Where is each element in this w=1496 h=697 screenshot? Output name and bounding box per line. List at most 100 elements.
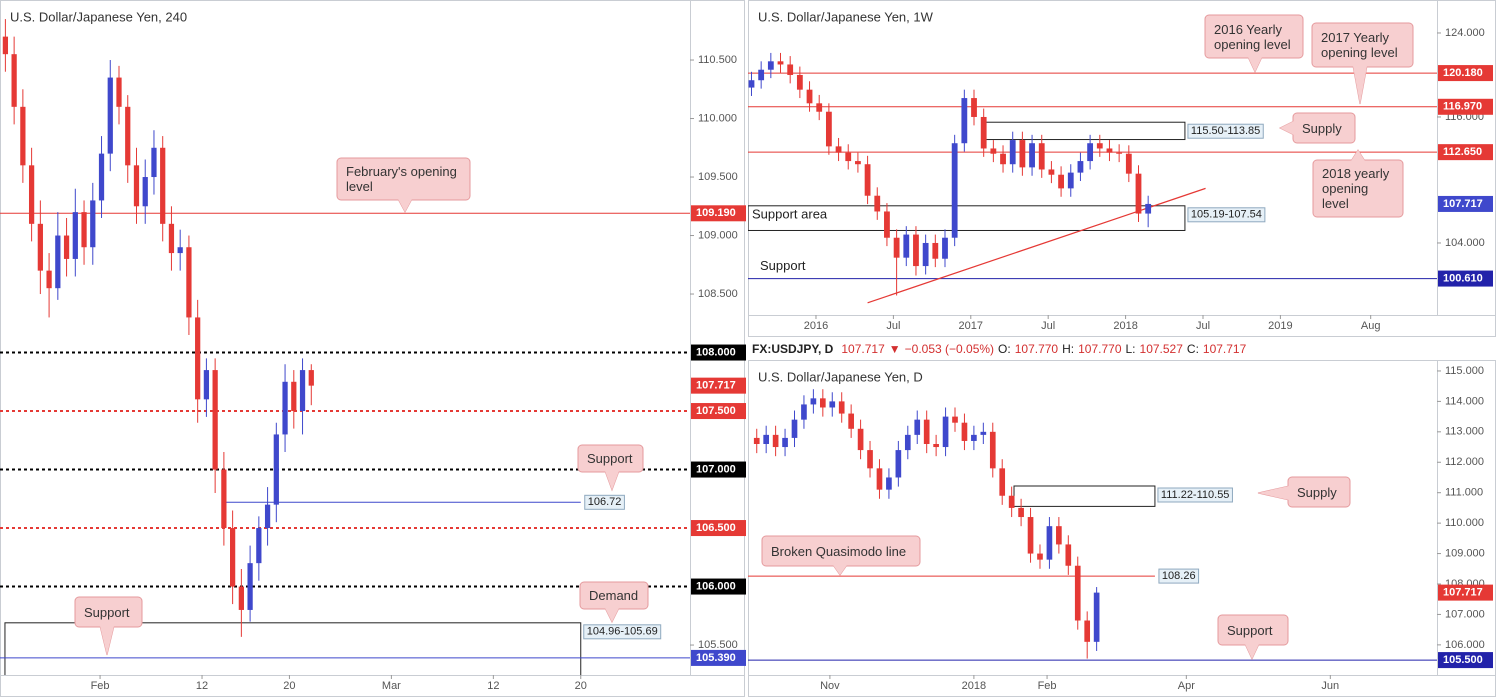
candle-body (961, 422, 968, 441)
candle-body (125, 106, 131, 166)
candle-body (1056, 526, 1062, 545)
candle-body (1077, 161, 1084, 173)
x-tick-label: Feb (1038, 680, 1057, 692)
chart-title: U.S. Dollar/Japanese Yen, 240 (10, 9, 187, 24)
y-tick-label: 108.500 (698, 288, 738, 300)
zone-label-box (583, 624, 662, 640)
price-badge (1438, 270, 1493, 287)
plot-area (0, 19, 690, 675)
price-badge (1438, 65, 1493, 82)
candle-body (806, 89, 813, 104)
candle-body (753, 437, 760, 444)
candle-body (884, 211, 890, 238)
ohlc-value: 107.527 (1139, 342, 1183, 356)
callout-text: 2016 Yearly opening level (1214, 21, 1291, 52)
y-tick-label: 111.000 (1445, 487, 1483, 499)
zone-label-box (1187, 123, 1264, 139)
candle-body (810, 398, 817, 405)
price-badge-label: 106.000 (696, 580, 736, 592)
candle-body (791, 419, 798, 438)
candle-body (961, 98, 968, 144)
zone-label-box (1187, 207, 1266, 223)
candle-body (796, 74, 803, 90)
candle-body (1009, 140, 1016, 165)
price-badge-label: 107.717 (1443, 198, 1483, 210)
price-badge (691, 403, 746, 420)
zone-label: 115.50-113.85 (1191, 125, 1260, 137)
y-tick-label: 104.000 (1445, 237, 1485, 249)
candle-body (1038, 143, 1045, 170)
candle-body (142, 177, 148, 207)
x-tick-label: 2019 (1268, 320, 1292, 332)
candle-body (874, 195, 881, 212)
y-tick-label: 110.000 (1445, 517, 1484, 529)
callout-text: Support (1227, 622, 1273, 638)
candle-body (952, 416, 958, 423)
last-price: 107.717 (841, 342, 885, 356)
zone (748, 205, 1186, 231)
ohlc-label: L: (1125, 342, 1136, 356)
candle-body (1065, 544, 1072, 566)
candle-body (107, 77, 113, 154)
y-tick-label: 109.500 (698, 171, 738, 183)
candle-body (46, 270, 52, 289)
candle-body (763, 434, 770, 444)
candle-body (1135, 173, 1142, 214)
level-label: 106.72 (588, 496, 622, 508)
candle-body (212, 370, 218, 470)
change-arrow: ▼ (888, 342, 901, 356)
zone (1013, 485, 1156, 507)
price-badge (1438, 195, 1493, 212)
candle-body (886, 477, 892, 490)
candle-body (2, 36, 9, 55)
zone-label: 111.22-110.55 (1161, 489, 1230, 501)
candle-body (980, 116, 987, 149)
candle-body (777, 61, 784, 65)
candle-body (1000, 153, 1006, 165)
x-tick-label: Nov (820, 680, 840, 692)
candle-body (767, 61, 774, 70)
candle-body (801, 404, 807, 420)
candle-body (825, 111, 832, 147)
y-tick-label: 107.000 (1445, 608, 1485, 620)
candle-body (933, 444, 939, 448)
x-tick-label: 2016 (804, 320, 828, 332)
candle-body (922, 242, 929, 267)
level-name: Support (760, 258, 806, 273)
candle-body (895, 450, 902, 478)
price-badge-label: 105.390 (696, 652, 736, 664)
candle-body (838, 401, 845, 414)
price-badge (691, 578, 746, 595)
x-tick-label: 2018 (1113, 320, 1137, 332)
x-tick-label: Aug (1361, 320, 1381, 332)
price-badge-label: 109.190 (696, 207, 736, 219)
zone (4, 622, 582, 675)
x-tick-label: Jul (1041, 320, 1055, 332)
x-tick-label: Feb (91, 680, 110, 692)
y-tick-label: 114.000 (1445, 395, 1484, 407)
candle-body (221, 469, 227, 529)
candle-body (1029, 143, 1035, 168)
callout-text: Support (587, 451, 633, 466)
candle-body (1084, 620, 1091, 642)
x-tick-label: 20 (575, 680, 587, 692)
candle-body (273, 434, 279, 505)
candle-body (63, 235, 70, 259)
callout-arrow-fill (1248, 57, 1262, 72)
callout-arrow-fill (398, 199, 412, 212)
candle-body (1048, 169, 1055, 175)
candle-body (758, 69, 765, 81)
chart-title: U.S. Dollar/Japanese Yen, 1W (758, 9, 934, 24)
candle-body (942, 237, 948, 259)
price-badge-label: 105.500 (1443, 654, 1483, 666)
callout-text: Supply (1297, 484, 1337, 500)
candle-body (835, 146, 842, 153)
x-tick-label: 2017 (959, 320, 983, 332)
candle-body (999, 468, 1006, 496)
callout-text: Demand (589, 588, 639, 603)
candle-body (1096, 143, 1103, 149)
price-badge-label: 107.717 (696, 380, 736, 392)
candle-body (829, 401, 836, 408)
candle-body (1145, 203, 1152, 214)
